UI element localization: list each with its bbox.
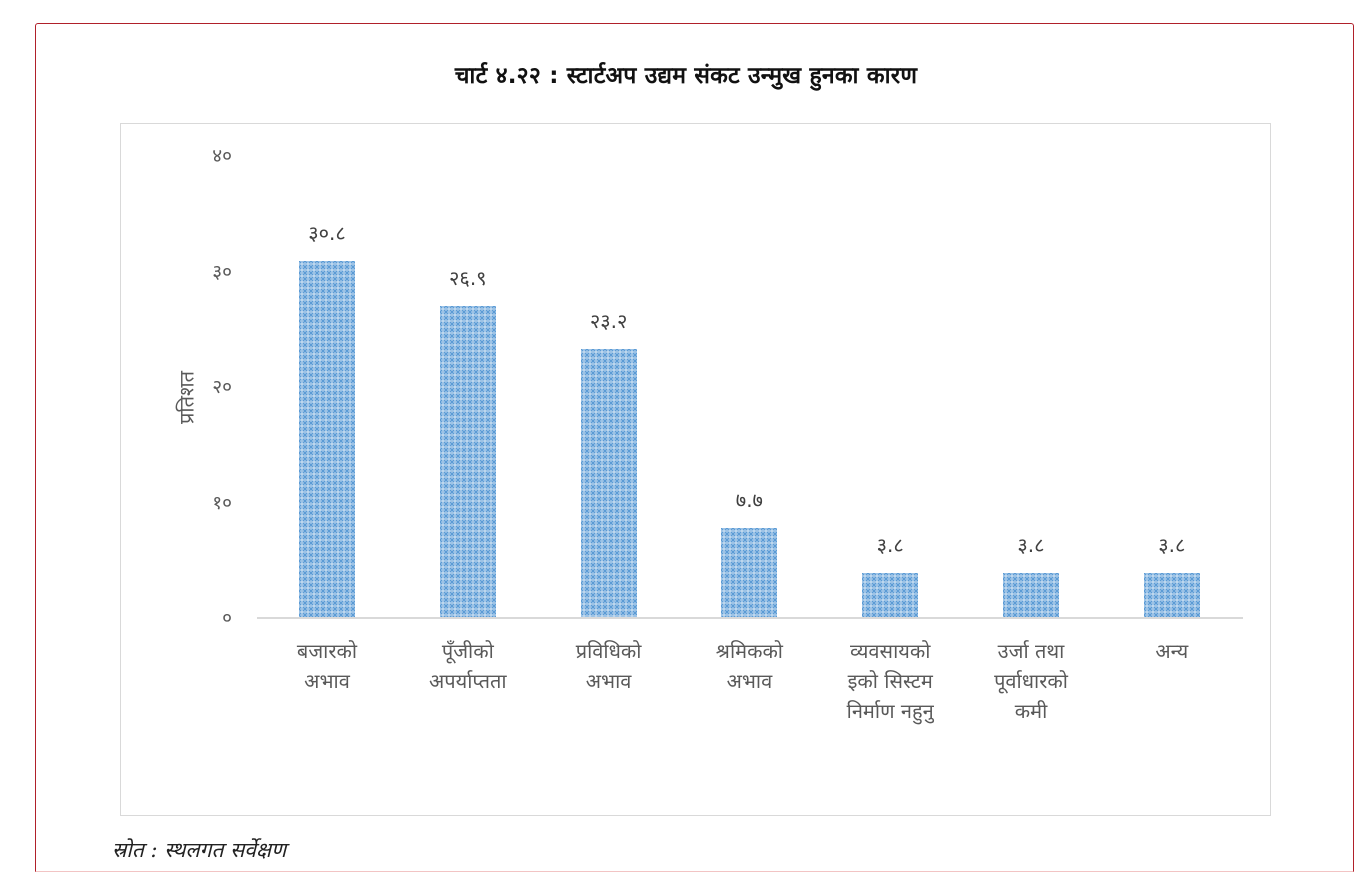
bar [1143,573,1200,617]
bar-value-label: ३.८ [1017,533,1045,558]
source-note: स्रोत : स्थलगत सर्वेक्षण [112,838,287,862]
chart-title: चार्ट ४.२२ : स्टार्टअप उद्यम संकट उन्मुख… [454,63,918,89]
y-axis-label: प्रतिशत [174,371,199,424]
x-category-label-line: उर्जा तथा [997,639,1065,663]
x-category-label-line: निर्माण नहुनु [846,699,934,723]
bar-value-label: २३.२ [589,309,628,334]
x-category-label: उर्जा तथा पूर्वाधारको कमी [961,636,1101,726]
x-axis-line [257,617,1243,619]
x-category-label-line: प्रविधिको [575,639,642,663]
x-category-label: श्रमिकको अभाव [679,636,819,696]
x-category-label-line: श्रमिकको [715,639,783,663]
x-category-label-line: पूँजीको [441,639,494,663]
figure-frame [35,23,1354,872]
x-category-label-line: अभाव [304,669,350,693]
x-category-label-line: पूर्वाधारको [994,669,1068,693]
x-category-label-line: बजारको [296,639,358,663]
x-category-label: अन्य [1102,636,1242,666]
bar [299,261,355,617]
x-category-label-line: अभाव [726,669,773,693]
bar [721,528,778,617]
y-tick-label: ० [222,607,232,629]
x-category-label-line: इको सिस्टम [847,669,933,693]
x-category-label-line: अभाव [585,669,632,693]
x-category-label-line: व्यवसायको [849,639,931,663]
bar [862,573,919,617]
x-category-label: प्रविधिको अभाव [539,636,679,696]
bar-value-label: ३.८ [876,533,904,558]
y-tick-label: ३० [212,260,232,283]
x-category-label: पूँजीको अपर्याप्तता [398,636,538,696]
y-tick-label: ४० [212,145,232,167]
y-tick-label: २० [212,376,232,398]
x-category-label: व्यवसायको इको सिस्टम निर्माण नहुनु [820,636,960,726]
y-tick-label: १० [212,491,232,514]
x-category-label-line: अन्य [1155,639,1189,663]
bar [1003,573,1059,617]
bar [439,306,496,617]
bar [580,349,637,617]
bar-value-label: ३.८ [1158,533,1186,558]
x-category-label-line: अपर्याप्तता [429,669,507,693]
bar-value-label: ७.७ [735,488,763,513]
bar-value-label: ३०.८ [308,221,346,246]
bar-value-label: २६.९ [449,266,487,291]
x-category-label-line: कमी [1014,699,1048,723]
x-category-label: बजारको अभाव [257,636,397,696]
